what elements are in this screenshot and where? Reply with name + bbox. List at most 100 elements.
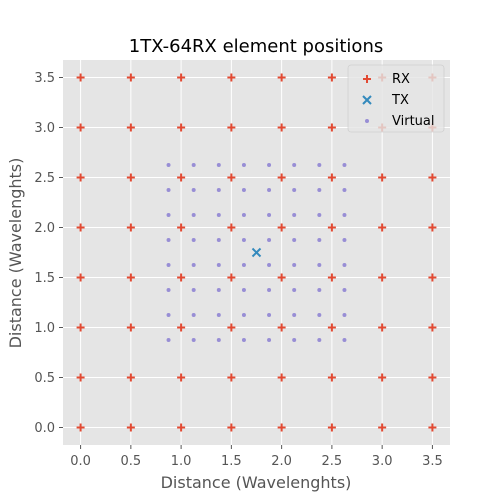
virtual-point	[267, 263, 272, 267]
virtual-point	[292, 263, 297, 267]
y-tick-label: 1.5	[34, 271, 55, 286]
virtual-point	[191, 263, 196, 267]
legend-box	[347, 64, 445, 133]
virtual-point	[267, 163, 272, 167]
rx-point	[126, 223, 135, 232]
virtual-point	[292, 163, 297, 167]
virtual-point	[342, 188, 347, 192]
virtual-point	[342, 213, 347, 217]
rx-point	[126, 173, 135, 182]
rx-point	[277, 323, 286, 332]
rx-point	[428, 273, 437, 282]
x-tick-label: 0.0	[70, 454, 91, 469]
rx-point	[327, 123, 336, 132]
rx-point	[327, 273, 336, 282]
rx-point	[378, 373, 387, 382]
rx-point	[327, 423, 336, 432]
rx-point	[277, 173, 286, 182]
rx-point	[378, 273, 387, 282]
virtual-point	[241, 288, 246, 292]
virtual-point	[216, 238, 221, 242]
rx-point	[327, 73, 336, 82]
legend-label-virtual: Virtual	[392, 114, 434, 129]
virtual-point	[317, 163, 322, 167]
y-tick-label: 2.0	[34, 221, 55, 236]
virtual-point	[342, 288, 347, 292]
tx-point	[251, 247, 262, 258]
y-tick-label: 3.5	[34, 71, 55, 86]
rx-point	[227, 373, 236, 382]
virtual-point	[292, 313, 297, 317]
rx-point	[277, 423, 286, 432]
virtual-point	[166, 188, 171, 192]
rx-point	[277, 73, 286, 82]
rx-point	[378, 223, 387, 232]
rx-point	[227, 173, 236, 182]
y-axis-label: Distance (Wavelenghts)	[6, 158, 25, 349]
legend-marker-virtual	[365, 119, 369, 123]
rx-point	[76, 123, 85, 132]
virtual-point	[241, 238, 246, 242]
y-axis-ticks: 0.0 0.5 1.0 1.5 2.0 2.5 3.0 3.5	[34, 71, 63, 436]
rx-point	[277, 223, 286, 232]
y-tick-label: 1.0	[34, 321, 55, 336]
virtual-point	[216, 263, 221, 267]
rx-point	[227, 73, 236, 82]
rx-point	[428, 423, 437, 432]
virtual-point	[191, 213, 196, 217]
rx-point	[227, 273, 236, 282]
virtual-point	[267, 213, 272, 217]
rx-point	[428, 373, 437, 382]
virtual-point	[241, 188, 246, 192]
virtual-point	[317, 313, 322, 317]
virtual-point	[317, 188, 322, 192]
virtual-point	[191, 238, 196, 242]
virtual-point	[166, 263, 171, 267]
virtual-point	[317, 338, 322, 342]
rx-point	[227, 423, 236, 432]
rx-point	[177, 423, 186, 432]
virtual-point	[216, 188, 221, 192]
virtual-point	[317, 288, 322, 292]
rx-point	[428, 173, 437, 182]
virtual-point	[191, 163, 196, 167]
virtual-point	[267, 288, 272, 292]
virtual-point	[166, 163, 171, 167]
rx-point	[327, 223, 336, 232]
y-tick-label: 2.5	[34, 171, 55, 186]
virtual-point	[342, 238, 347, 242]
y-tick-label: 0.0	[34, 421, 55, 436]
rx-point	[126, 73, 135, 82]
rx-point	[76, 223, 85, 232]
legend: RX TX Virtual	[347, 64, 445, 133]
rx-point	[378, 323, 387, 332]
rx-point	[177, 323, 186, 332]
chart-title: 1TX-64RX element positions	[129, 36, 383, 57]
virtual-point	[166, 338, 171, 342]
virtual-point	[191, 188, 196, 192]
y-tick-label: 0.5	[34, 371, 55, 386]
rx-point	[76, 373, 85, 382]
virtual-point	[191, 338, 196, 342]
rx-point	[177, 73, 186, 82]
x-tick-label: 2.5	[322, 454, 343, 469]
rx-point	[177, 173, 186, 182]
rx-point	[227, 323, 236, 332]
legend-marker-tx	[362, 95, 372, 105]
virtual-point	[267, 188, 272, 192]
x-tick-label: 3.0	[372, 454, 393, 469]
rx-point	[76, 273, 85, 282]
virtual-point	[241, 313, 246, 317]
rx-point	[177, 373, 186, 382]
rx-point	[327, 173, 336, 182]
virtual-point	[317, 263, 322, 267]
x-tick-label: 1.5	[221, 454, 242, 469]
legend-label-tx: TX	[391, 93, 409, 108]
virtual-point	[342, 338, 347, 342]
virtual-point	[342, 263, 347, 267]
rx-point	[126, 373, 135, 382]
x-tick-label: 3.5	[422, 454, 443, 469]
virtual-point	[166, 238, 171, 242]
rx-point	[327, 373, 336, 382]
